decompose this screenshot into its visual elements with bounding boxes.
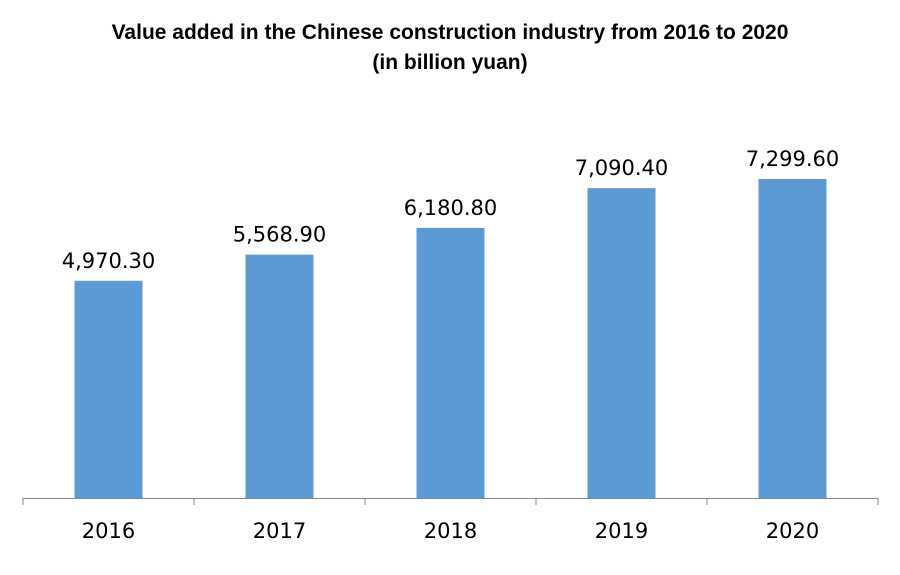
data-label-2016: 4,970.30 <box>62 249 156 273</box>
bar-2016 <box>74 280 143 498</box>
data-label-2019: 7,090.40 <box>575 156 669 180</box>
data-label-2020: 7,299.60 <box>746 147 840 171</box>
x-tick-label-2020: 2020 <box>766 519 819 543</box>
bar-2018 <box>416 227 485 498</box>
bar-2019 <box>587 188 656 498</box>
data-label-2017: 5,568.90 <box>233 223 327 247</box>
x-tick-label-2017: 2017 <box>253 519 306 543</box>
value-label-group: 4,970.30 5,568.90 6,180.80 7,090.40 7,299.60 <box>62 147 840 273</box>
x-tick-label-2019: 2019 <box>595 519 648 543</box>
bar-2020 <box>758 179 827 498</box>
data-label-2018: 6,180.80 <box>404 196 498 220</box>
chart-title: Value added in the Chinese construction … <box>111 21 789 44</box>
bar-group <box>74 179 827 498</box>
x-tick-label-group: 2016 2017 2018 2019 2020 <box>82 519 819 543</box>
bar-2017 <box>245 254 314 498</box>
x-tick-label-2016: 2016 <box>82 519 135 543</box>
chart-title-block: Value added in the Chinese construction … <box>0 18 900 78</box>
chart-subtitle: (in billion yuan) <box>372 51 528 74</box>
x-tick-label-2018: 2018 <box>424 519 477 543</box>
x-axis <box>22 498 879 505</box>
